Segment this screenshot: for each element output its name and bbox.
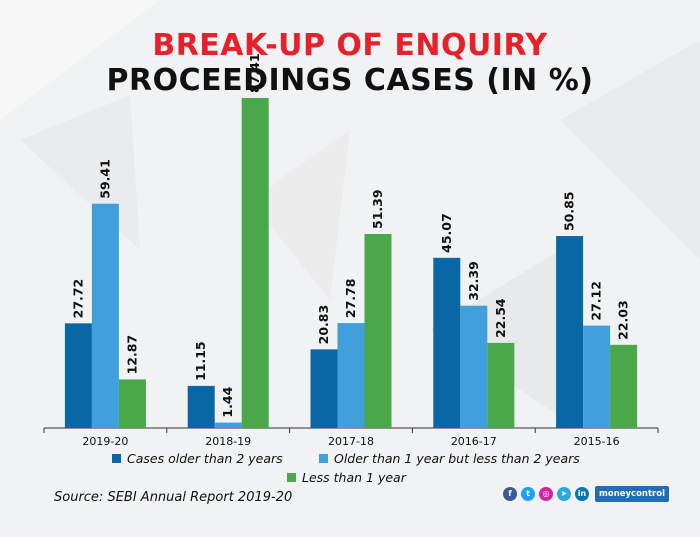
data-label-2017-18-series-2: 27.78	[343, 279, 358, 319]
bar-2018-19-series-3	[241, 98, 269, 428]
data-label-2018-19-series-1: 11.15	[193, 341, 208, 381]
chart-title-line1: BREAK-UP OF ENQUIRY	[152, 28, 548, 63]
bar-2015-16-series-1	[556, 236, 584, 428]
twitter-icon[interactable]: t	[521, 487, 535, 501]
facebook-icon[interactable]: f	[503, 487, 517, 501]
legend-label-2: Older than 1 year but less than 2 years	[334, 451, 580, 466]
social-bar: f t ◎ ➤ in moneycontrol	[503, 486, 669, 502]
instagram-icon[interactable]: ◎	[539, 487, 553, 501]
bar-2017-18-series-3	[364, 233, 392, 428]
bar-2016-17-series-2	[460, 305, 488, 428]
data-label-2015-16-series-1: 50.85	[562, 191, 577, 231]
data-label-2019-20-series-2: 59.41	[97, 159, 112, 199]
brand-label: moneycontrol	[599, 489, 665, 499]
telegram-icon[interactable]: ➤	[557, 487, 571, 501]
legend-item-3: Less than 1 year	[287, 470, 406, 485]
bar-2019-20-series-3	[118, 379, 146, 428]
bar-2016-17-series-3	[487, 342, 515, 428]
x-tick-label-2017-18: 2017-18	[328, 435, 374, 448]
data-label-2015-16-series-3: 22.03	[616, 300, 631, 340]
x-tick-label-2015-16: 2015-16	[574, 435, 620, 448]
x-tick-label-2019-20: 2019-20	[82, 435, 128, 448]
x-tick-label-2016-17: 2016-17	[451, 435, 497, 448]
data-label-2017-18-series-1: 20.83	[316, 305, 331, 345]
x-tick-label-2018-19: 2018-19	[205, 435, 251, 448]
brand-logo[interactable]: moneycontrol	[595, 486, 669, 502]
data-label-2016-17-series-3: 22.54	[493, 298, 508, 338]
data-label-2019-20-series-3: 12.87	[124, 335, 139, 375]
data-label-2017-18-series-3: 51.39	[370, 189, 385, 229]
bar-2016-17-series-1	[433, 257, 461, 428]
data-label-2016-17-series-2: 32.39	[466, 261, 481, 301]
data-label-2018-19-series-3: 87.41	[247, 53, 262, 93]
legend-item-2: Older than 1 year but less than 2 years	[319, 451, 580, 466]
legend-swatch-2	[319, 454, 328, 463]
data-label-2015-16-series-2: 27.12	[589, 281, 604, 321]
bar-2018-19-series-2	[214, 422, 242, 428]
data-label-2019-20-series-1: 27.72	[70, 279, 85, 319]
legend-swatch-3	[287, 473, 296, 482]
bar-2018-19-series-1	[187, 385, 215, 428]
legend-item-1: Cases older than 2 years	[112, 451, 283, 466]
data-label-2018-19-series-2: 1.44	[220, 386, 235, 417]
bar-2019-20-series-2	[91, 203, 119, 428]
linkedin-icon[interactable]: in	[575, 487, 589, 501]
legend-label-1: Cases older than 2 years	[127, 451, 283, 466]
bar-2015-16-series-2	[583, 325, 611, 428]
bar-2017-18-series-2	[337, 323, 365, 428]
bar-2015-16-series-3	[610, 344, 638, 428]
data-label-2016-17-series-1: 45.07	[439, 213, 454, 253]
legend-swatch-1	[112, 454, 121, 463]
legend-label-3: Less than 1 year	[302, 470, 406, 485]
bar-2019-20-series-1	[64, 323, 92, 428]
bar-2017-18-series-1	[310, 349, 338, 428]
chart-title-line2: PROCEEDINGS CASES (IN %)	[106, 63, 594, 98]
source-note: Source: SEBI Annual Report 2019-20	[54, 490, 293, 505]
